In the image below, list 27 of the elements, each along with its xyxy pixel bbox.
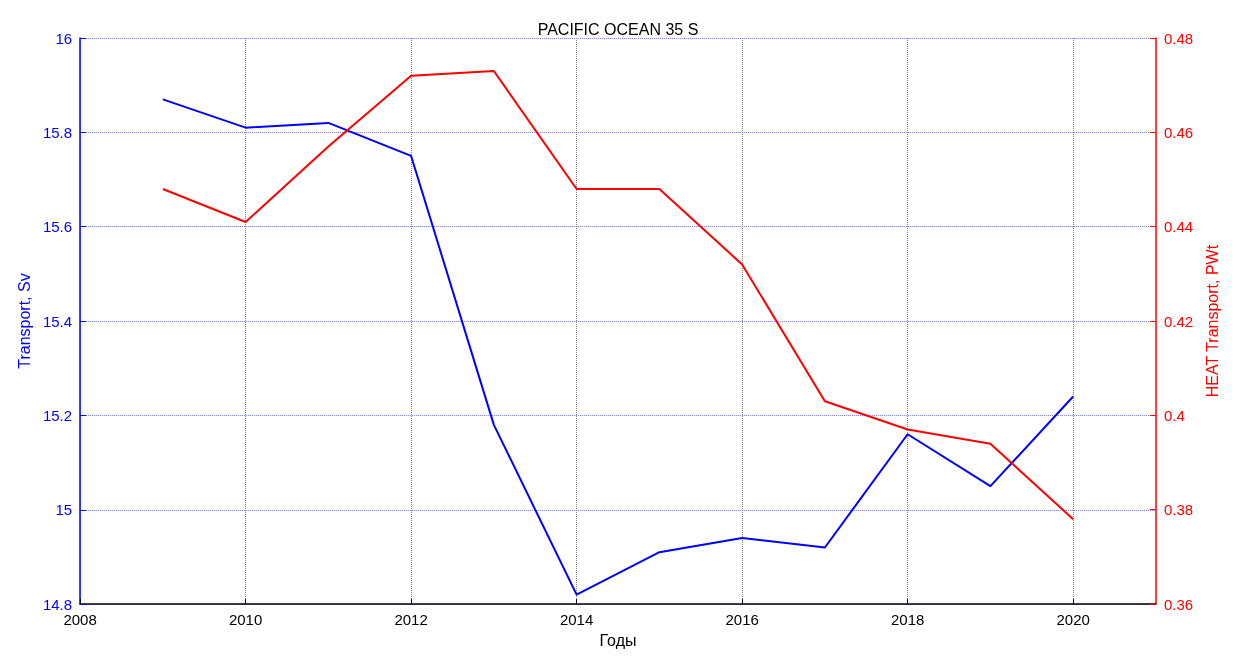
y-tick-label: 16	[55, 29, 73, 47]
y-tick-label: 14.8	[42, 595, 73, 613]
y2-tick-label: 0.36	[1163, 595, 1194, 613]
y-tick-label: 15.4	[42, 312, 73, 330]
x-axis-title: Годы	[599, 631, 637, 649]
x-tick-label: 2020	[1056, 611, 1090, 629]
x-tick-label: 2010	[228, 611, 263, 629]
y2-tick-label: 0.46	[1163, 123, 1194, 141]
y2-tick-label: 0.4	[1163, 406, 1185, 424]
y-tick-label: 15.6	[42, 218, 73, 236]
y2-axis-title: HEAT Transport, PWt	[1203, 244, 1221, 398]
line-series	[161, 70, 1075, 521]
y2-tick-label: 0.44	[1163, 218, 1194, 236]
y-axis-title: Transport, Sv	[15, 273, 33, 369]
y-tick-label: 15	[55, 501, 73, 519]
y2-tick-label: 0.48	[1163, 29, 1194, 47]
y2-tick-label: 0.42	[1163, 312, 1194, 330]
y-tick-label: 15.2	[42, 406, 73, 424]
chart-title: PACIFIC OCEAN 35 S	[537, 20, 699, 38]
y-tick-label: 15.8	[42, 123, 73, 141]
y2-tick-label: 0.38	[1163, 501, 1194, 519]
x-tick-label: 2014	[559, 611, 594, 629]
x-tick-label: 2012	[394, 611, 428, 629]
x-tick-label: 2018	[890, 611, 925, 629]
x-tick-label: 2016	[725, 611, 759, 629]
line-series	[161, 98, 1075, 596]
x-tick-label: 2008	[63, 611, 97, 629]
